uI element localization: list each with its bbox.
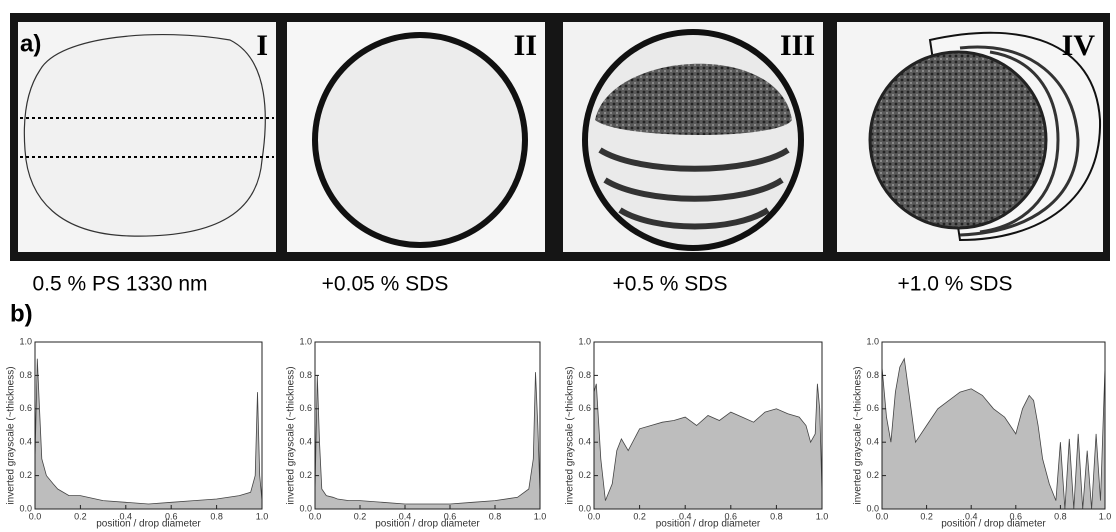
x-tick-label: 0.6: [444, 511, 457, 521]
y-tick-label: 1.0: [866, 336, 879, 346]
x-tick-label: 1.0: [816, 511, 829, 521]
caption: +1.0 % SDS: [898, 273, 1013, 296]
drop-image: [287, 22, 545, 252]
x-tick-label: 0.2: [354, 511, 367, 521]
chart: 0.0 0.2 0.4 0.6 0.8 1.0 0.0 0.2 0.4 0.6 0.8 1.0 posi…: [6, 336, 269, 529]
x-tick-label: 0.0: [309, 511, 322, 521]
y-tick-label: 0.2: [578, 470, 591, 480]
panel-numeral: I: [256, 29, 268, 62]
x-axis-label: position / drop diameter: [96, 519, 201, 530]
x-tick-label: 0.0: [876, 511, 889, 521]
x-tick-label: 0.0: [588, 511, 601, 521]
chart: 0.0 0.2 0.4 0.6 0.8 1.0 0.0 0.2 0.4 0.6 0.8 1.0 posi…: [286, 336, 547, 529]
x-tick-label: 0.8: [489, 511, 502, 521]
y-tick-label: 0.8: [866, 370, 879, 380]
x-tick-label: 0.4: [965, 511, 978, 521]
y-tick-label: 1.0: [19, 336, 32, 346]
drop-image: [18, 22, 276, 252]
panel-label: a): [20, 30, 41, 57]
drop-image: [837, 22, 1103, 252]
plot-frame: [593, 341, 823, 510]
x-tick-label: 0.8: [1054, 511, 1067, 521]
x-tick-label: 0.8: [210, 511, 223, 521]
y-tick-label: 0.2: [866, 470, 879, 480]
x-tick-label: 0.6: [1010, 511, 1023, 521]
y-tick-label: 0.4: [866, 437, 879, 447]
x-tick-label: 0.6: [165, 511, 178, 521]
y-tick-label: 0.8: [299, 370, 312, 380]
chart: 0.0 0.2 0.4 0.6 0.8 1.0 0.0 0.2 0.4 0.6 0.8 1.0 posi…: [853, 336, 1112, 529]
y-tick-label: 0.6: [19, 403, 32, 413]
area-line: [593, 383, 823, 501]
area-fill: [882, 358, 1105, 509]
x-tick-label: 0.6: [725, 511, 738, 521]
x-axis-label: position / drop diameter: [375, 519, 480, 530]
x-tick-label: 0.8: [770, 511, 783, 521]
plot-frame: [881, 341, 1106, 510]
panel-numeral: IV: [1062, 29, 1096, 62]
panel-label: b): [10, 300, 33, 327]
y-axis-label: inverted grayscale (~thickness): [286, 366, 297, 504]
y-axis-label: inverted grayscale (~thickness): [853, 366, 864, 504]
x-axis-label: position / drop diameter: [656, 519, 761, 530]
y-tick-label: 0.8: [578, 370, 591, 380]
y-tick-label: 0.8: [19, 370, 32, 380]
area-fill: [35, 358, 262, 509]
y-tick-label: 0.4: [299, 437, 312, 447]
caption: +0.05 % SDS: [322, 273, 449, 296]
area-line: [881, 357, 1106, 510]
y-tick-label: 0.0: [866, 503, 879, 513]
x-axis-label: position / drop diameter: [941, 519, 1046, 530]
y-tick-label: 0.6: [866, 403, 879, 413]
y-axis-label: inverted grayscale (~thickness): [6, 366, 17, 504]
x-tick-label: 0.2: [920, 511, 933, 521]
y-tick-label: 1.0: [299, 336, 312, 346]
caption: 0.5 % PS 1330 nm: [32, 273, 207, 296]
y-tick-label: 0.0: [578, 503, 591, 513]
y-tick-label: 0.0: [19, 503, 32, 513]
plot-frame: [34, 341, 263, 510]
x-tick-label: 0.4: [679, 511, 692, 521]
y-axis-label: inverted grayscale (~thickness): [565, 366, 576, 504]
area-line: [34, 358, 263, 505]
plot-frame: [314, 341, 541, 510]
drop-image: [563, 22, 823, 252]
y-tick-label: 0.4: [19, 437, 32, 447]
y-tick-label: 1.0: [578, 336, 591, 346]
area-line: [314, 372, 541, 505]
area-fill: [315, 372, 540, 509]
caption: +0.5 % SDS: [613, 273, 728, 296]
panel-numeral: III: [780, 29, 815, 62]
y-tick-label: 0.0: [299, 503, 312, 513]
x-tick-label: 0.0: [29, 511, 42, 521]
x-tick-label: 0.2: [633, 511, 646, 521]
area-fill: [594, 383, 822, 509]
y-tick-label: 0.6: [578, 403, 591, 413]
y-tick-label: 0.2: [299, 470, 312, 480]
y-tick-label: 0.4: [578, 437, 591, 447]
x-tick-label: 1.0: [256, 511, 269, 521]
x-tick-label: 1.0: [1099, 511, 1112, 521]
x-tick-label: 1.0: [534, 511, 547, 521]
panel-numeral: II: [514, 29, 537, 62]
chart: 0.0 0.2 0.4 0.6 0.8 1.0 0.0 0.2 0.4 0.6 0.8 1.0 posi…: [565, 336, 829, 529]
x-tick-label: 0.2: [74, 511, 87, 521]
y-tick-label: 0.6: [299, 403, 312, 413]
x-tick-label: 0.4: [120, 511, 133, 521]
y-tick-label: 0.2: [19, 470, 32, 480]
x-tick-label: 0.4: [399, 511, 412, 521]
